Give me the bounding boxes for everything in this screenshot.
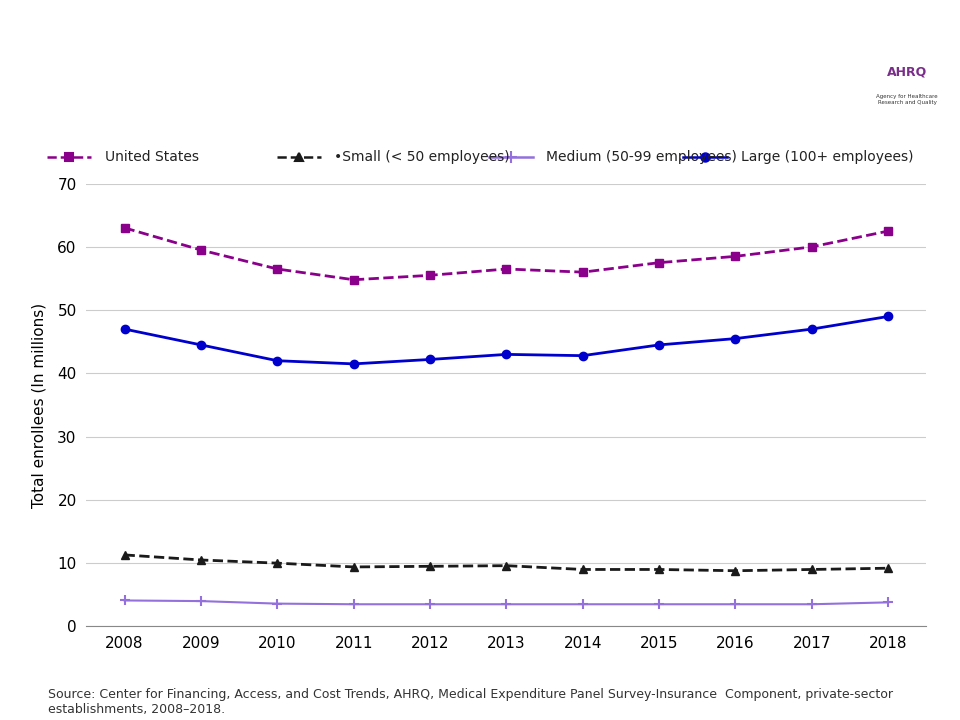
Text: Figure 2. Total number (in millions)  of private-sector enrollees in: Figure 2. Total number (in millions) of … — [75, 30, 770, 48]
Text: employer-sponsored health insurance,: employer-sponsored health insurance, — [218, 68, 627, 87]
Text: United States: United States — [105, 150, 199, 163]
Y-axis label: Total enrollees (In millions): Total enrollees (In millions) — [31, 302, 46, 508]
Text: AHRQ: AHRQ — [887, 66, 927, 78]
Text: Large (100+ employees): Large (100+ employees) — [740, 150, 913, 163]
Text: Source: Center for Financing, Access, and Cost Trends, AHRQ, Medical Expenditure: Source: Center for Financing, Access, an… — [48, 688, 893, 716]
Text: Agency for Healthcare
Research and Quality: Agency for Healthcare Research and Quali… — [876, 94, 938, 105]
Text: •Small (< 50 employees): •Small (< 50 employees) — [334, 150, 510, 163]
Text: Medium (50-99 employees): Medium (50-99 employees) — [546, 150, 737, 163]
Ellipse shape — [826, 55, 960, 235]
Text: overall and by firm size, 2008–2018: overall and by firm size, 2008–2018 — [234, 107, 611, 125]
